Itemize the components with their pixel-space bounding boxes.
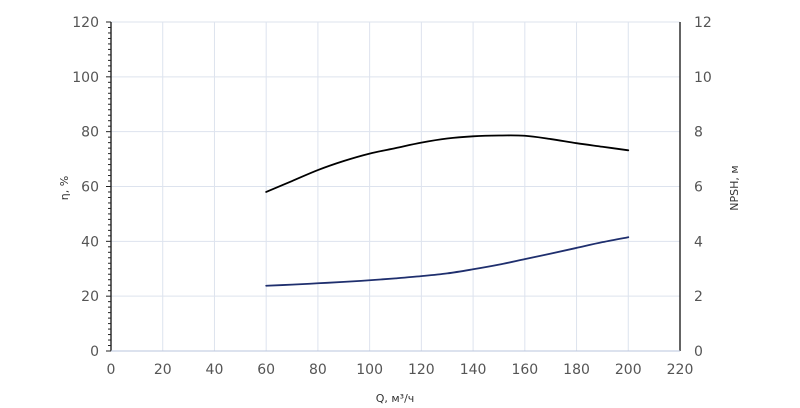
y-right-tick-label: 10 xyxy=(694,70,712,86)
y-right-tick-label: 4 xyxy=(694,234,703,250)
x-tick-label: 160 xyxy=(511,362,538,378)
left-y-axis-title: η, % xyxy=(58,176,71,200)
x-tick-label: 60 xyxy=(257,362,275,378)
series xyxy=(265,134,630,287)
y-right-tick-label: 0 xyxy=(694,344,703,360)
y-left-tick-label: 80 xyxy=(81,125,99,141)
y-left-tick-label: 0 xyxy=(90,344,99,360)
y-left-tick-label: 20 xyxy=(81,289,99,305)
y-right-tick-label: 2 xyxy=(694,289,703,305)
x-axis-title: Q, м³/ч xyxy=(376,392,415,405)
x-tick-label: 180 xyxy=(563,362,590,378)
y-right-tick-label: 8 xyxy=(694,125,703,141)
x-tick-label: 140 xyxy=(460,362,487,378)
npsh-curve xyxy=(265,236,630,287)
y-left-tick-label: 120 xyxy=(72,15,99,31)
tick-labels: 0 20 40 60 80 100 120 140 160 180 200 2200204060801… xyxy=(72,15,712,378)
x-tick-label: 200 xyxy=(615,362,642,378)
y-left-tick-label: 60 xyxy=(81,180,99,196)
x-tick-label: 80 xyxy=(309,362,327,378)
x-tick-label: 40 xyxy=(206,362,224,378)
left-axis-minor-ticks xyxy=(106,21,111,352)
x-tick-label: 0 xyxy=(107,362,116,378)
y-right-tick-label: 12 xyxy=(694,15,712,31)
x-tick-label: 220 xyxy=(667,362,694,378)
grid xyxy=(111,21,680,351)
y-left-tick-label: 100 xyxy=(72,70,99,86)
y-left-tick-label: 40 xyxy=(81,234,99,250)
efficiency-curve xyxy=(265,134,630,193)
x-tick-label: 120 xyxy=(408,362,435,378)
right-y-axis-title: NPSH, м xyxy=(728,165,741,210)
y-right-tick-label: 6 xyxy=(694,180,703,196)
x-tick-label: 100 xyxy=(356,362,383,378)
x-tick-label: 20 xyxy=(154,362,172,378)
